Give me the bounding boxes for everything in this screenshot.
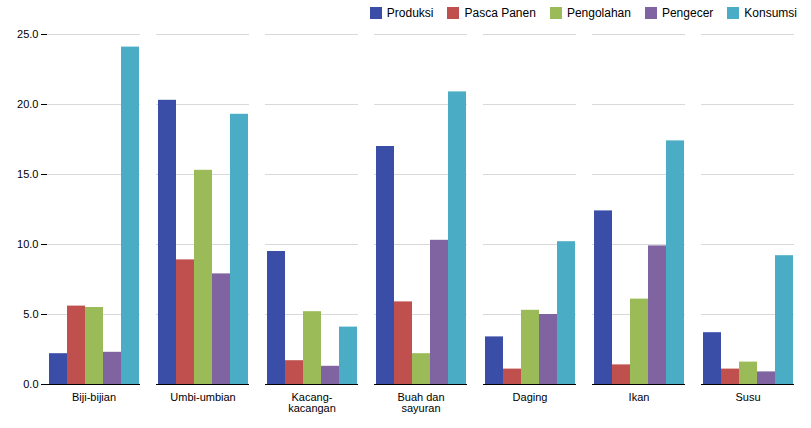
html-text:Pengecer: Pengecer — [661, 6, 714, 20]
svg-text:Kacang-kacangan: Kacang-kacangan — [288, 391, 336, 414]
html-text:Pasca Panen: Pasca Panen — [464, 6, 536, 20]
svg-text:20.0: 20.0 — [17, 98, 38, 110]
svg-text:Umbi-umbian: Umbi-umbian — [170, 391, 235, 403]
svg-text:Susu: Susu — [735, 391, 760, 403]
svg-text:Buah dansayuran: Buah dansayuran — [397, 391, 444, 414]
svg-text:5.0: 5.0 — [23, 308, 38, 320]
svg-text:10.0: 10.0 — [17, 238, 38, 250]
html-text:Konsumsi: Konsumsi — [744, 6, 797, 20]
svg-text:15.0: 15.0 — [17, 168, 38, 180]
svg-text:Biji-bijian: Biji-bijian — [72, 391, 116, 403]
svg-text:25.0: 25.0 — [17, 28, 38, 40]
svg-text:0.0: 0.0 — [23, 378, 38, 390]
svg-text:Daging: Daging — [513, 391, 548, 403]
html-text:Pengolahan: Pengolahan — [566, 6, 631, 20]
svg-text:Ikan: Ikan — [629, 391, 650, 403]
html-text:Produksi: Produksi — [386, 6, 434, 20]
